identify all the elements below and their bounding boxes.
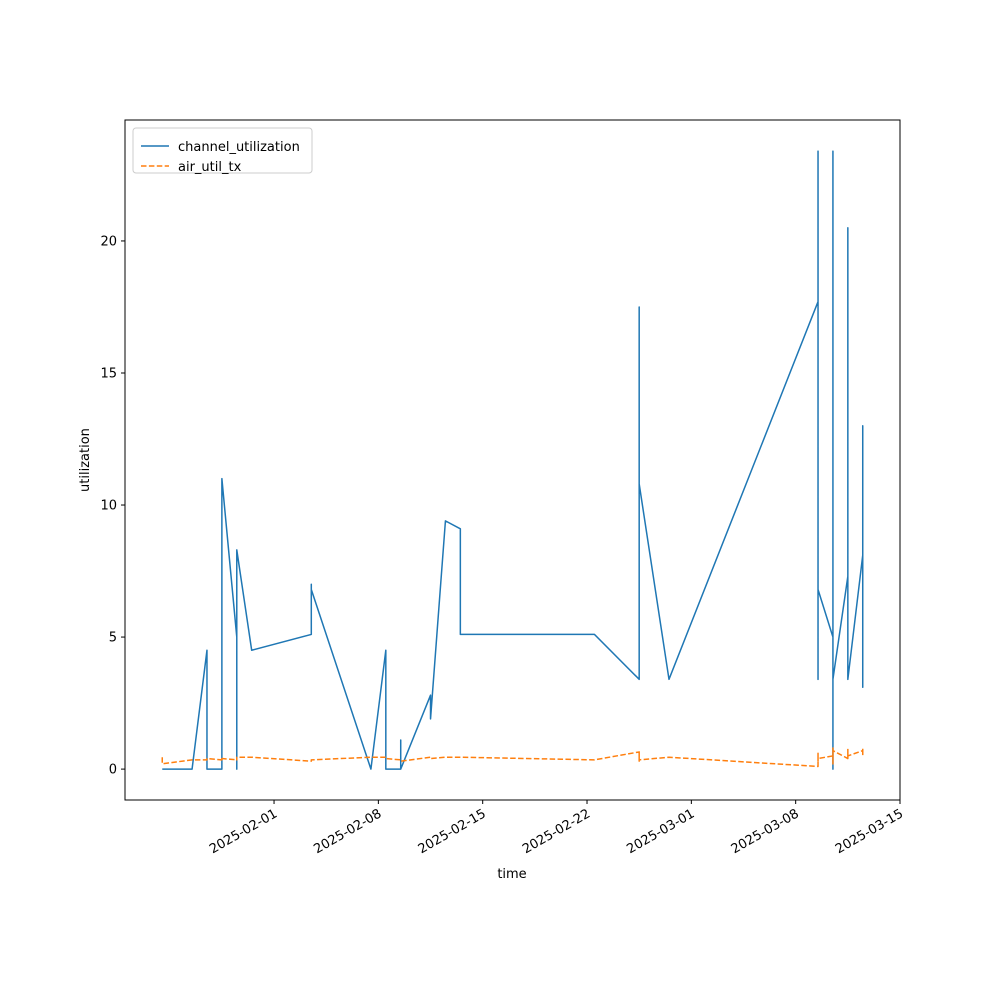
x-tick-label: 2025-02-01 [207,806,280,857]
legend-box [132,127,313,174]
y-tick-label: 20 [100,234,117,249]
series-line [162,150,864,770]
x-tick-label: 2025-03-15 [833,806,906,857]
x-tick-label: 2025-03-01 [624,806,697,857]
y-tick-label: 0 [109,763,117,778]
y-tick-label: 15 [100,366,117,381]
legend-label: air_util_tx [178,160,242,175]
legend-label: channel_utilization [178,140,300,155]
series-line [161,747,864,768]
x-axis-label: time [497,867,526,882]
y-tick-label: 5 [109,631,117,646]
x-tick-label: 2025-02-22 [520,806,593,857]
x-tick-label: 2025-02-08 [311,806,384,857]
y-tick-label: 10 [100,499,117,514]
y-axis-label: utilization [78,428,93,492]
plot-frame [124,119,901,801]
x-tick-label: 2025-02-15 [416,806,489,857]
x-tick-label: 2025-03-08 [729,806,802,857]
